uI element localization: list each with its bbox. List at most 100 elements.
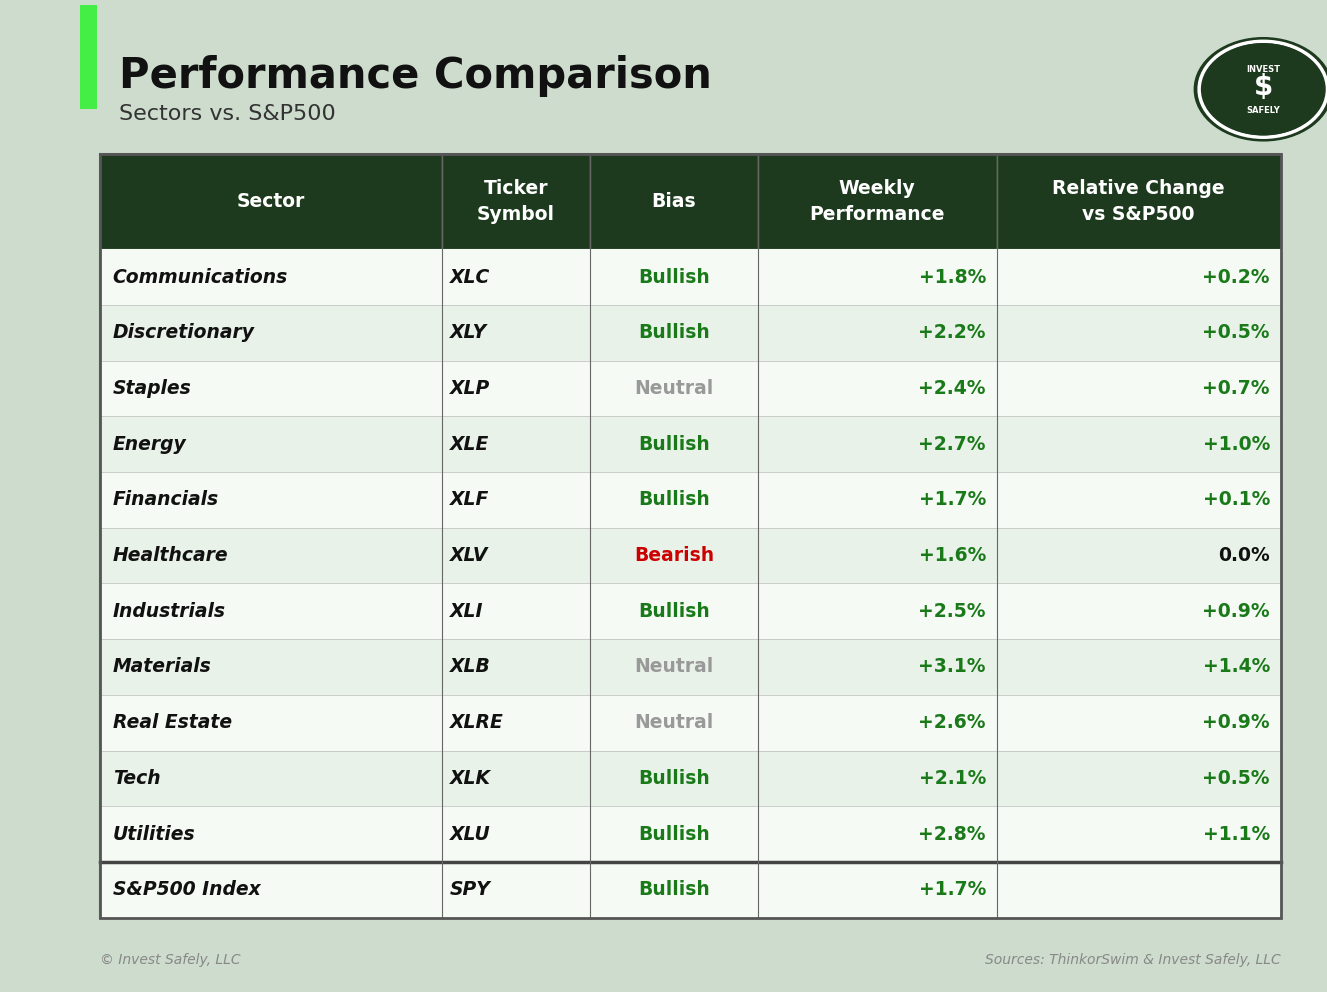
Text: XLC: XLC <box>450 268 490 287</box>
Text: Bullish: Bullish <box>638 434 710 453</box>
Bar <box>80 5 97 109</box>
Text: +0.5%: +0.5% <box>1202 769 1270 788</box>
Text: +2.2%: +2.2% <box>918 323 986 342</box>
Text: Bearish: Bearish <box>634 546 714 565</box>
Text: +0.9%: +0.9% <box>1202 602 1270 621</box>
Text: +2.1%: +2.1% <box>918 769 986 788</box>
Text: +1.4%: +1.4% <box>1202 658 1270 677</box>
Text: Neutral: Neutral <box>634 658 714 677</box>
Text: INVEST: INVEST <box>1246 65 1281 74</box>
Text: +3.1%: +3.1% <box>918 658 986 677</box>
Text: +1.0%: +1.0% <box>1202 434 1270 453</box>
Point <box>583 912 598 924</box>
Point <box>989 912 1005 924</box>
Text: +0.9%: +0.9% <box>1202 713 1270 732</box>
Bar <box>100 472 1281 528</box>
Circle shape <box>1194 38 1327 141</box>
Text: Bullish: Bullish <box>638 769 710 788</box>
Bar <box>100 862 1281 918</box>
Bar <box>100 154 1281 918</box>
Text: Neutral: Neutral <box>634 713 714 732</box>
Text: S&P500 Index: S&P500 Index <box>113 880 260 900</box>
Text: +1.7%: +1.7% <box>918 490 986 509</box>
Text: +0.5%: +0.5% <box>1202 323 1270 342</box>
Point <box>434 148 450 160</box>
Text: Industrials: Industrials <box>113 602 226 621</box>
Bar <box>100 806 1281 862</box>
Text: Utilities: Utilities <box>113 824 195 843</box>
Text: +2.8%: +2.8% <box>918 824 986 843</box>
Text: Bullish: Bullish <box>638 602 710 621</box>
Text: Bullish: Bullish <box>638 323 710 342</box>
Bar <box>100 751 1281 806</box>
Text: Healthcare: Healthcare <box>113 546 228 565</box>
Bar <box>100 154 442 249</box>
Text: 0.0%: 0.0% <box>1218 546 1270 565</box>
Text: Staples: Staples <box>113 379 191 398</box>
Text: Sectors vs. S&P500: Sectors vs. S&P500 <box>119 104 336 124</box>
Point <box>583 148 598 160</box>
Text: +2.5%: +2.5% <box>918 602 986 621</box>
Text: +0.1%: +0.1% <box>1202 490 1270 509</box>
Text: +2.4%: +2.4% <box>918 379 986 398</box>
Bar <box>100 154 1281 918</box>
Bar <box>100 639 1281 694</box>
Bar <box>758 154 997 249</box>
Text: +2.6%: +2.6% <box>918 713 986 732</box>
Point <box>750 912 766 924</box>
Text: Bullish: Bullish <box>638 824 710 843</box>
Text: +1.1%: +1.1% <box>1202 824 1270 843</box>
Text: XLV: XLV <box>450 546 488 565</box>
Text: Financials: Financials <box>113 490 219 509</box>
Bar <box>100 528 1281 583</box>
Bar <box>100 583 1281 639</box>
Text: Real Estate: Real Estate <box>113 713 232 732</box>
Text: Materials: Materials <box>113 658 211 677</box>
Bar <box>100 694 1281 751</box>
Text: XLI: XLI <box>450 602 483 621</box>
Point <box>989 148 1005 160</box>
Text: XLK: XLK <box>450 769 491 788</box>
Text: Weekly
Performance: Weekly Performance <box>809 180 945 223</box>
Text: +0.7%: +0.7% <box>1202 379 1270 398</box>
Text: Performance Comparison: Performance Comparison <box>119 55 713 96</box>
Text: Bullish: Bullish <box>638 880 710 900</box>
Circle shape <box>1202 44 1324 135</box>
Text: Bias: Bias <box>652 192 697 211</box>
Bar <box>100 249 1281 305</box>
Text: SAFELY: SAFELY <box>1246 106 1281 115</box>
Text: XLB: XLB <box>450 658 490 677</box>
Bar <box>100 305 1281 361</box>
Bar <box>100 417 1281 472</box>
Text: Ticker
Symbol: Ticker Symbol <box>476 180 555 223</box>
Text: Energy: Energy <box>113 434 187 453</box>
Text: XLU: XLU <box>450 824 490 843</box>
Bar <box>442 154 591 249</box>
Bar <box>591 154 758 249</box>
Text: Tech: Tech <box>113 769 161 788</box>
Text: XLP: XLP <box>450 379 490 398</box>
Point <box>434 912 450 924</box>
Text: © Invest Safely, LLC: © Invest Safely, LLC <box>100 953 240 967</box>
Text: Relative Change
vs S&P500: Relative Change vs S&P500 <box>1052 180 1225 223</box>
Text: XLF: XLF <box>450 490 488 509</box>
Text: $: $ <box>1254 72 1273 101</box>
Text: Sector: Sector <box>236 192 305 211</box>
Text: Discretionary: Discretionary <box>113 323 255 342</box>
Text: +2.7%: +2.7% <box>918 434 986 453</box>
Text: +1.8%: +1.8% <box>918 268 986 287</box>
Text: Sources: ThinkorSwim & Invest Safely, LLC: Sources: ThinkorSwim & Invest Safely, LL… <box>985 953 1281 967</box>
Point <box>750 148 766 160</box>
Text: Neutral: Neutral <box>634 379 714 398</box>
Text: XLY: XLY <box>450 323 487 342</box>
Text: SPY: SPY <box>450 880 491 900</box>
Text: Bullish: Bullish <box>638 490 710 509</box>
Text: +1.7%: +1.7% <box>918 880 986 900</box>
Text: XLRE: XLRE <box>450 713 503 732</box>
Text: +1.6%: +1.6% <box>918 546 986 565</box>
Bar <box>997 154 1281 249</box>
Text: +0.2%: +0.2% <box>1202 268 1270 287</box>
Text: XLE: XLE <box>450 434 488 453</box>
Text: Bullish: Bullish <box>638 268 710 287</box>
Bar <box>100 361 1281 417</box>
